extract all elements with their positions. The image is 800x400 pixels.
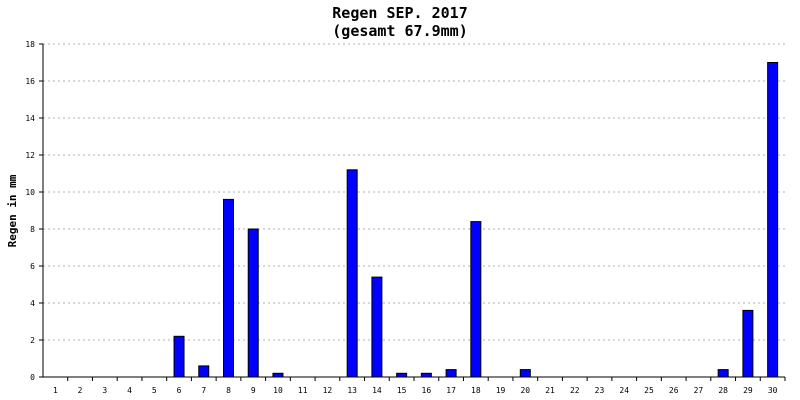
y-axis-ticks: 0 2 4 6 8 10 12 14 16 18 [25,40,43,382]
y-axis-label: Regen in mm [6,174,19,247]
x-tick-label: 27 [694,386,704,395]
grid-lines [43,43,785,341]
x-tick-label: 12 [323,386,333,395]
bar [272,372,284,378]
x-tick-label: 6 [177,386,182,395]
bar [742,309,754,378]
bar [371,276,383,378]
y-tick-label: 8 [30,225,35,234]
bar [198,365,210,378]
x-tick-label: 11 [298,386,308,395]
x-tick-label: 14 [372,386,382,395]
y-tick-label: 12 [25,151,35,160]
x-tick-label: 7 [201,386,206,395]
y-tick-label: 14 [25,114,35,123]
x-tick-label: 30 [768,386,778,395]
x-tick-label: 4 [127,386,132,395]
axes [42,44,785,378]
x-tick-label: 15 [397,386,407,395]
x-tick-label: 18 [471,386,481,395]
bar [173,335,185,378]
y-tick-label: 6 [30,262,35,271]
x-tick-label: 2 [78,386,83,395]
x-tick-label: 13 [347,386,357,395]
x-axis-ticks: 1 2 3 4 5 6 7 8 9 10 11 12 13 14 15 16 17 18 19 20 21 22 23 24 2… [53,377,786,395]
bar [717,369,729,378]
x-tick-label: 29 [743,386,753,395]
x-tick-label: 22 [570,386,580,395]
y-tick-label: 18 [25,40,35,49]
x-tick-label: 16 [422,386,432,395]
bar [396,372,408,378]
y-tick-label: 4 [30,299,35,308]
x-tick-label: 24 [619,386,629,395]
bar [445,369,457,378]
y-tick-label: 2 [30,336,35,345]
y-tick-label: 10 [25,188,35,197]
x-tick-label: 9 [251,386,256,395]
x-tick-label: 19 [496,386,506,395]
x-tick-label: 20 [520,386,530,395]
x-tick-label: 21 [545,386,555,395]
bar [767,62,779,378]
bar [519,369,531,378]
bar [346,169,358,378]
bar [223,198,234,378]
x-tick-label: 17 [446,386,456,395]
x-tick-label: 25 [644,386,654,395]
bar [247,228,259,378]
x-tick-label: 1 [53,386,58,395]
y-tick-label: 0 [30,373,35,382]
bar [420,372,432,378]
bar [470,221,482,378]
x-tick-label: 5 [152,386,157,395]
bars [173,62,779,378]
x-tick-label: 10 [273,386,283,395]
x-tick-label: 3 [102,386,107,395]
x-tick-label: 23 [595,386,605,395]
chart-subtitle: (gesamt 67.9mm) [332,22,468,40]
x-tick-label: 26 [669,386,679,395]
x-tick-label: 28 [718,386,728,395]
chart-title: Regen SEP. 2017 [332,4,468,22]
x-tick-label: 8 [226,386,231,395]
y-tick-label: 16 [25,77,35,86]
